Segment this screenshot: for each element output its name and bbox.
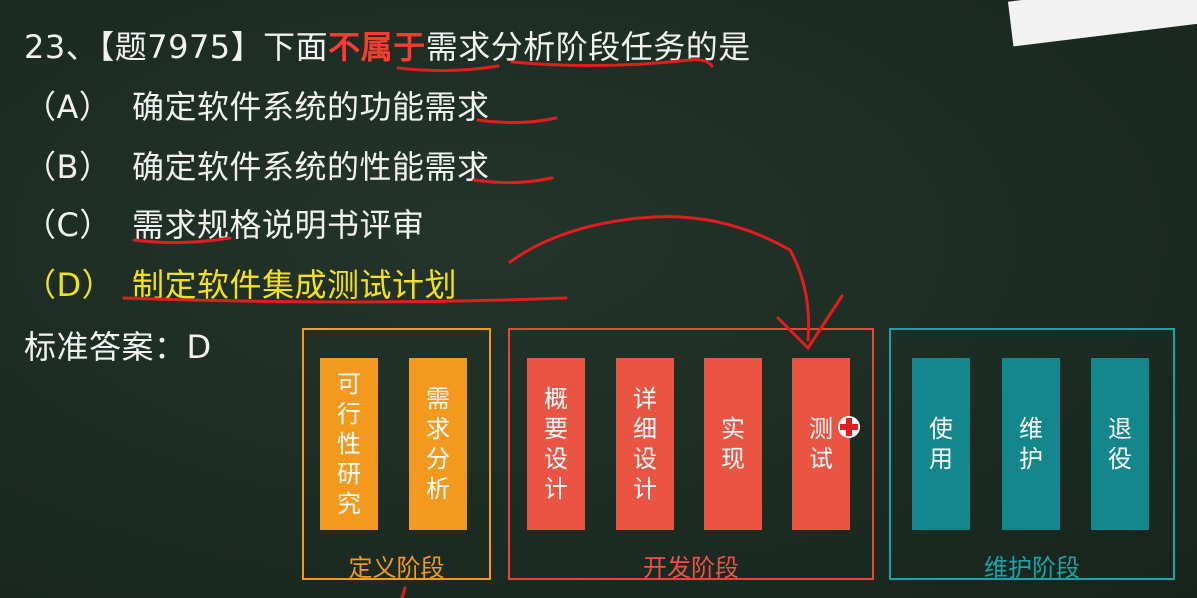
option-c-text: 需求规格说明书评审 [132,206,425,244]
option-b-text: 确定软件系统的性能需求 [132,148,490,186]
option-d-text: 制定软件集成测试计划 [132,266,458,304]
step-requirements-analysis: 需求分析 [409,358,467,530]
plus-cursor-icon [836,414,862,440]
option-a-text: 确定软件系统的功能需求 [132,88,490,126]
step-feasibility-study: 可行性研究 [320,358,378,530]
option-d-letter: （D） [24,266,115,304]
step-retire: 退役 [1091,358,1149,530]
phase-maintenance-label: 维护阶段 [984,554,1080,582]
option-c-letter: （C） [24,206,112,244]
question-prefix: 23、【题7975】下面 [24,28,329,66]
arrow-curve [508,215,811,342]
option-d[interactable]: （D） 制定软件集成测试计划 [24,260,457,306]
step-use: 使用 [912,358,970,530]
underline-highlight [396,64,500,73]
step-outline-design: 概要设计 [527,358,585,530]
underline-option-d [122,296,568,304]
arrow-head [776,294,844,351]
tick-below-definition [400,586,407,598]
option-a-letter: （A） [24,88,112,126]
question-highlight: 不属于 [328,28,426,66]
phase-maintenance-box [889,328,1175,580]
step-detailed-design: 详细设计 [616,358,674,530]
step-implementation: 实现 [704,358,762,530]
standard-answer: 标准答案：D [24,328,212,366]
phase-definition-label: 定义阶段 [348,554,445,582]
option-a[interactable]: （A） 确定软件系统的功能需求 [24,82,490,128]
underline-task [510,58,714,68]
underline-option-a [476,116,558,125]
phase-development-label: 开发阶段 [643,554,739,582]
step-maintain: 维护 [1002,358,1060,530]
option-b[interactable]: （B） 确定软件系统的性能需求 [24,142,490,188]
option-b-letter: （B） [24,148,112,186]
phase-definition-box [302,328,491,580]
underline-option-b [472,176,554,185]
option-c[interactable]: （C） 需求规格说明书评审 [24,200,425,246]
step-testing: 测试 [792,358,850,530]
underline-option-c [132,236,232,245]
phase-development-box [508,328,874,580]
